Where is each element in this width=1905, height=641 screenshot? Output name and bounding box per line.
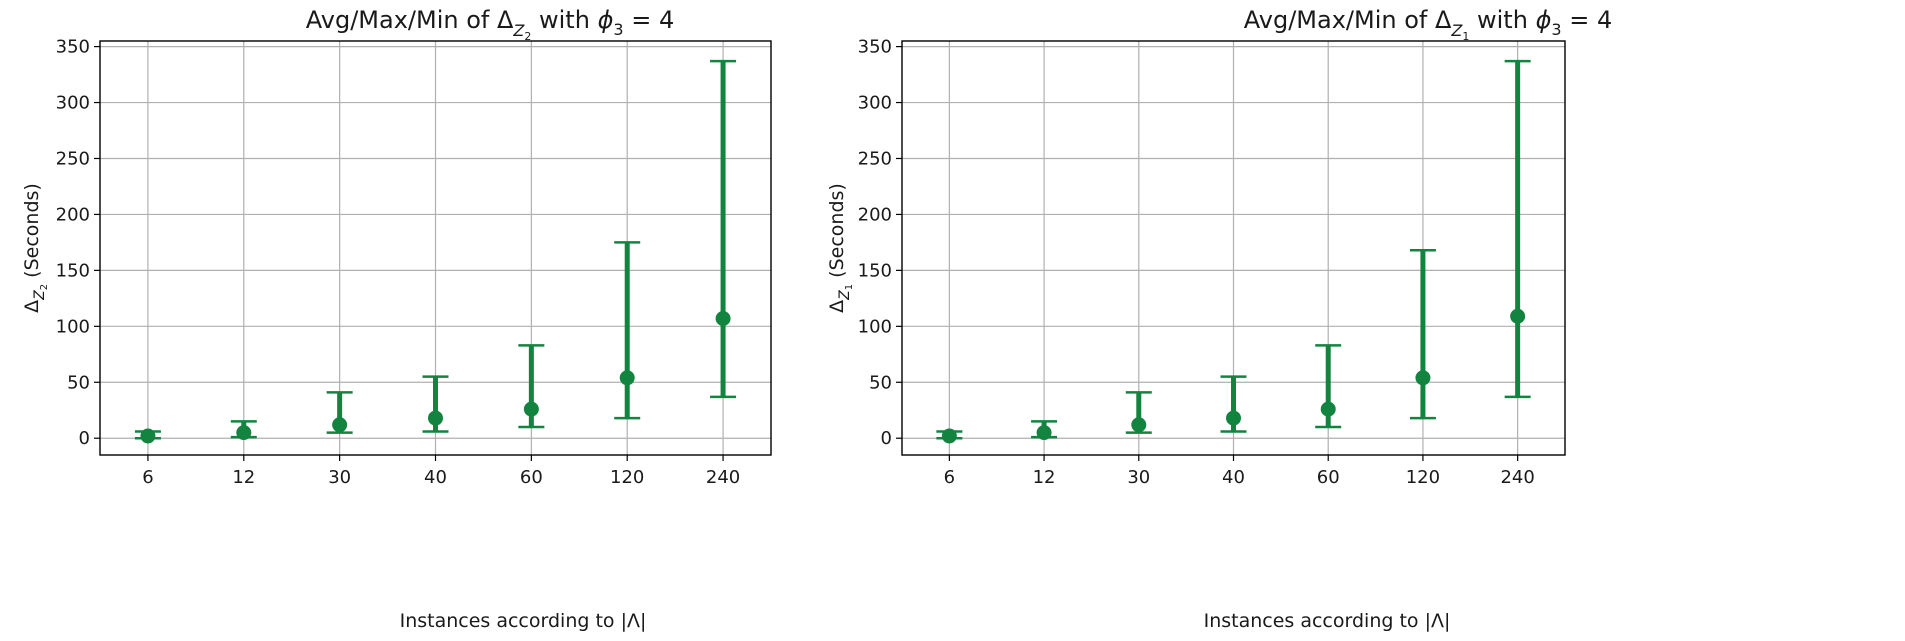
avg-point bbox=[619, 370, 635, 386]
y-ticks-right: 0 50 100 150 200 250 300 350 bbox=[858, 37, 902, 449]
chart-title-right: Avg/Max/Min of ΔZ1 with ϕ3 = 4 bbox=[1244, 6, 1612, 43]
avg-point bbox=[236, 425, 252, 441]
avg-point bbox=[1131, 417, 1147, 433]
y-tick-label: 200 bbox=[56, 204, 90, 225]
x-tick-label: 120 bbox=[1406, 467, 1440, 488]
error-bars-right bbox=[936, 59, 1531, 444]
y-tick-label: 250 bbox=[858, 148, 892, 169]
avg-point bbox=[332, 417, 348, 433]
y-tick-label: 150 bbox=[858, 260, 892, 281]
x-tick-label: 240 bbox=[1500, 467, 1534, 488]
y-tick-label: 250 bbox=[56, 148, 90, 169]
x-ticks-left: 6 12 30 40 60 120 240 bbox=[142, 455, 740, 488]
avg-point bbox=[1510, 308, 1526, 324]
x-tick-label: 40 bbox=[1222, 467, 1245, 488]
x-tick-label: 30 bbox=[328, 467, 351, 488]
y-tick-label: 100 bbox=[56, 316, 90, 337]
avg-point bbox=[715, 310, 731, 326]
error-bars-left bbox=[134, 59, 737, 444]
x-axis-label-left: Instances according to |Λ| bbox=[400, 610, 647, 632]
x-tick-label: 40 bbox=[424, 467, 447, 488]
y-tick-label: 350 bbox=[56, 37, 90, 58]
y-tick-label: 300 bbox=[56, 93, 90, 114]
x-tick-label: 30 bbox=[1127, 467, 1150, 488]
y-tick-label: 300 bbox=[858, 93, 892, 114]
x-axis-label-right: Instances according to |Λ| bbox=[1204, 610, 1451, 632]
y-tick-label: 350 bbox=[858, 37, 892, 58]
y-tick-label: 150 bbox=[56, 260, 90, 281]
plot-frame-left bbox=[99, 40, 772, 456]
x-tick-label: 12 bbox=[1033, 467, 1056, 488]
y-tick-label: 50 bbox=[67, 372, 90, 393]
avg-point bbox=[1036, 425, 1052, 441]
x-tick-label: 6 bbox=[944, 467, 955, 488]
avg-point bbox=[1320, 401, 1336, 417]
y-tick-label: 0 bbox=[79, 428, 90, 449]
avg-point bbox=[941, 428, 957, 444]
x-tick-label: 60 bbox=[1317, 467, 1340, 488]
avg-point bbox=[1226, 410, 1241, 426]
x-tick-label: 120 bbox=[610, 467, 644, 488]
subplot-left: Avg/Max/Min of ΔZ2 with ϕ3 = 4 0 50 100 150… bbox=[21, 6, 772, 632]
x-tick-label: 240 bbox=[706, 467, 740, 488]
chart-title-left: Avg/Max/Min of ΔZ2 with ϕ3 = 4 bbox=[306, 6, 674, 43]
y-axis-label-right: ΔZ1 (Seconds) bbox=[826, 183, 855, 313]
avg-point bbox=[140, 428, 156, 444]
y-tick-label: 100 bbox=[858, 316, 892, 337]
plot-frame-right bbox=[901, 40, 1566, 456]
subplot-right: Avg/Max/Min of ΔZ1 with ϕ3 = 4 0 50 100 150… bbox=[826, 6, 1612, 632]
avg-point bbox=[428, 410, 443, 426]
y-tick-label: 200 bbox=[858, 204, 892, 225]
x-tick-label: 12 bbox=[232, 467, 255, 488]
x-ticks-right: 6 12 30 40 60 120 240 bbox=[944, 455, 1535, 488]
x-tick-label: 6 bbox=[142, 467, 153, 488]
avg-point bbox=[1415, 370, 1431, 386]
x-tick-label: 60 bbox=[520, 467, 543, 488]
y-tick-label: 50 bbox=[869, 372, 892, 393]
y-ticks-left: 0 50 100 150 200 250 300 350 bbox=[56, 37, 100, 449]
y-tick-label: 0 bbox=[881, 428, 892, 449]
avg-point bbox=[523, 401, 539, 417]
y-axis-label-left: ΔZ2 (Seconds) bbox=[21, 183, 50, 313]
